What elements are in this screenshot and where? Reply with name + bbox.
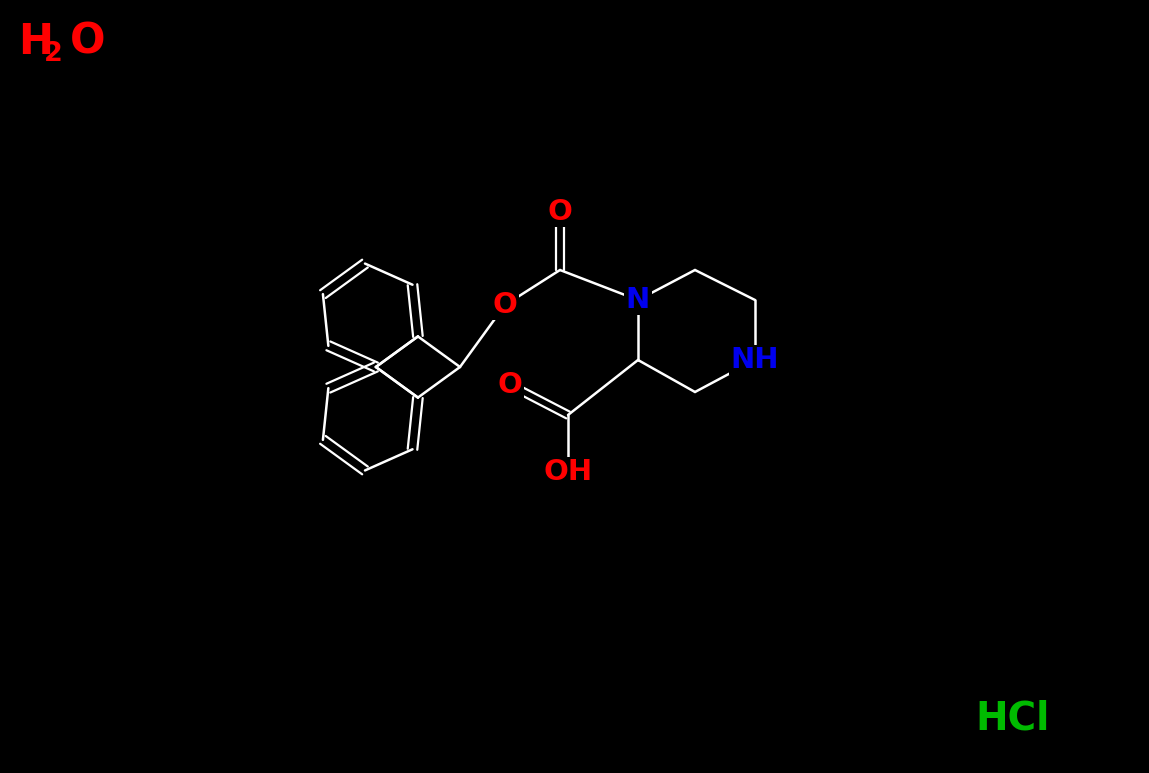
Text: NH: NH (731, 346, 779, 374)
Text: O: O (498, 371, 523, 399)
Text: OH: OH (543, 458, 593, 486)
Text: 2: 2 (44, 41, 63, 67)
Text: N: N (626, 286, 650, 314)
Text: O: O (70, 21, 106, 63)
Text: O: O (493, 291, 517, 319)
Text: H: H (18, 21, 53, 63)
Text: HCl: HCl (976, 699, 1049, 737)
Text: O: O (548, 198, 572, 226)
